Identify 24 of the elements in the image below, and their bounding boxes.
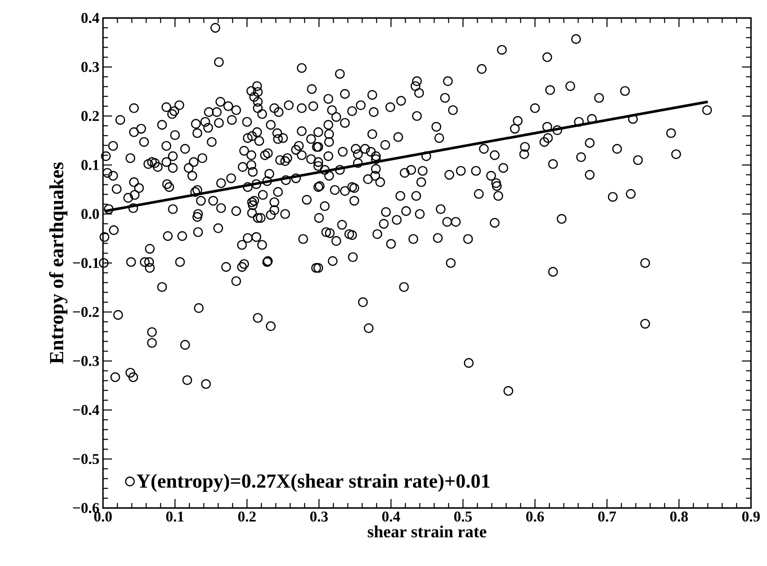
y-axis-title: Entropy of earthquakes bbox=[49, 162, 68, 364]
x-tick-label: 0.8 bbox=[670, 512, 688, 522]
y-tick-label: −0.3 bbox=[73, 356, 99, 366]
y-tick-label: 0.3 bbox=[81, 62, 99, 72]
x-tick-label: 0.9 bbox=[742, 512, 760, 522]
legend-label: Y(entropy)=0.27X(shear strain rate)+0.01 bbox=[136, 474, 490, 492]
y-tick-label: −0.4 bbox=[73, 404, 100, 416]
x-tick-label: 0.0 bbox=[94, 512, 112, 522]
x-axis-title: shear strain rate bbox=[368, 526, 486, 538]
y-tick-label: −0.5 bbox=[73, 454, 99, 464]
x-tick-label: 0.3 bbox=[310, 512, 328, 522]
x-tick-label: 0.2 bbox=[238, 512, 256, 522]
y-tick-label: 0.2 bbox=[81, 110, 99, 122]
x-tick-label: 0.6 bbox=[526, 512, 544, 522]
x-tick-label: 0.5 bbox=[454, 512, 472, 522]
x-tick-label: 0.1 bbox=[166, 512, 184, 522]
x-tick-label: 0.7 bbox=[598, 512, 616, 522]
y-tick-label: −0.6 bbox=[73, 502, 100, 514]
y-tick-label: 0.0 bbox=[81, 208, 99, 220]
y-tick-label: 0.1 bbox=[81, 160, 99, 170]
y-tick-label: −0.2 bbox=[73, 306, 99, 318]
y-tick-label: −0.1 bbox=[73, 258, 99, 268]
x-tick-label: 0.4 bbox=[382, 512, 400, 522]
y-tick-label: 0.4 bbox=[81, 12, 100, 24]
